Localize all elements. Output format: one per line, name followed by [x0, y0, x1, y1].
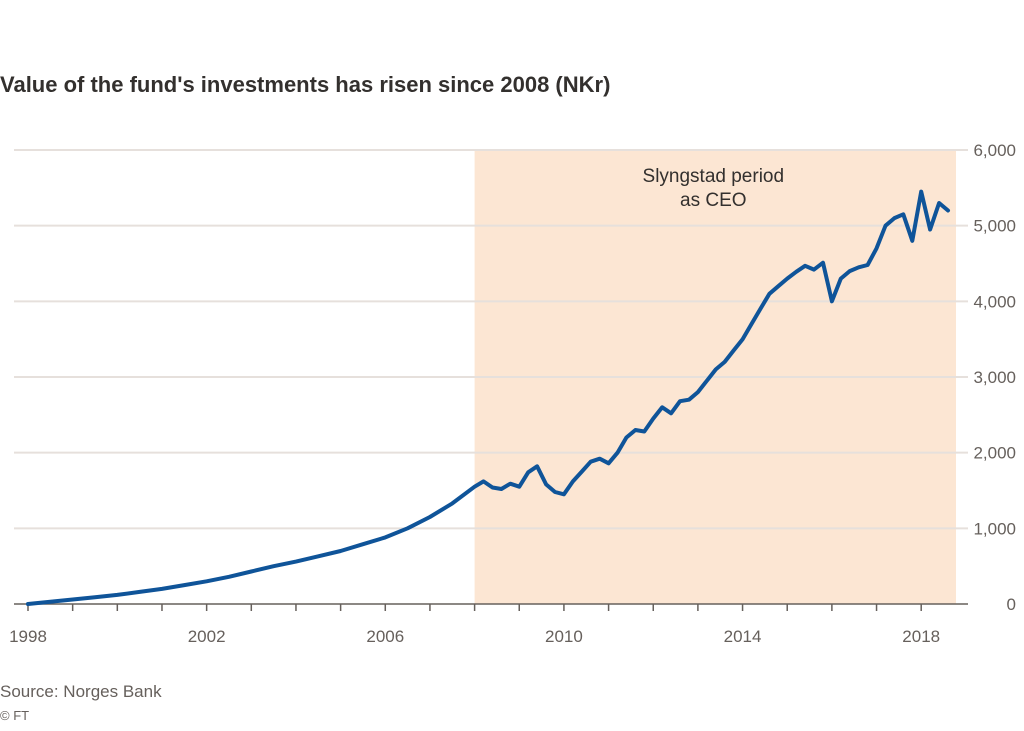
chart-title: Value of the fund's investments has rise…: [0, 72, 611, 97]
x-tick-label: 2002: [188, 627, 226, 646]
credit-note: © FT: [0, 708, 30, 723]
gridlines: [14, 149, 968, 605]
shaded-period-label-line-1: Slyngstad period: [643, 166, 785, 187]
x-tick-label: 2014: [724, 627, 762, 646]
x-tick-label: 2018: [902, 627, 940, 646]
y-axis: 0 1,000 2,000 3,000 4,000 5,000 6,000: [973, 141, 1016, 614]
x-tick-label: 2006: [366, 627, 404, 646]
series-line: [26, 189, 950, 606]
y-tick-label: 3,000: [973, 368, 1016, 387]
y-tick-label: 2,000: [973, 444, 1016, 463]
y-tick-label: 1,000: [973, 519, 1016, 538]
x-tick-label: 1998: [9, 627, 47, 646]
y-tick-label: 0: [1007, 595, 1016, 614]
source-note: Source: Norges Bank: [0, 682, 162, 701]
y-tick-label: 6,000: [973, 141, 1016, 160]
x-axis: 1998 2002 2006 2010 2014 2018: [9, 604, 940, 646]
y-tick-label: 4,000: [973, 292, 1016, 311]
shaded-period-label-line-2: as CEO: [680, 190, 747, 211]
y-tick-label: 5,000: [973, 217, 1016, 236]
x-tick-label: 2010: [545, 627, 583, 646]
